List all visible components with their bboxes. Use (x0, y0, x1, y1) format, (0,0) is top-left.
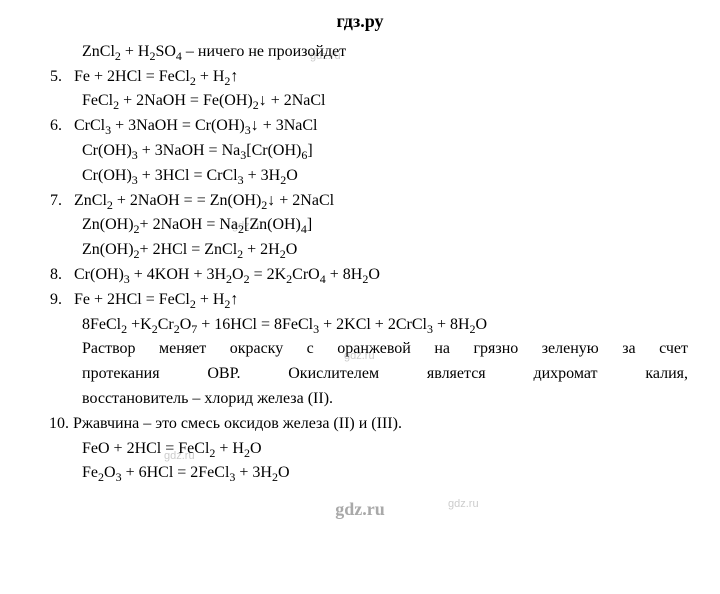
numbered-line: 6.CrCl3 + 3NaOH = Cr(OH)3↓ + 3NaCl (50, 114, 692, 139)
equation-line: 8FeCl2 +K2Cr2O7 + 16HCl = 8FeCl3 + 2KCl … (82, 313, 692, 338)
numbered-line: 9.Fe + 2HCl = FeCl2 + H2↑ (50, 288, 692, 313)
item-number: 6. (50, 114, 74, 139)
equation-text: Fe + 2HCl = FeCl2 + H2↑ (74, 291, 238, 308)
equation-text: ZnCl2 + 2NaOH = = Zn(OH)2↓ + 2NaCl (74, 192, 334, 209)
paragraph-line: восстановитель – хлорид железа (II). (82, 387, 688, 412)
item-number: 10. (49, 412, 73, 437)
equation-line: FeCl2 + 2NaOH = Fe(OH)2↓ + 2NaCl (82, 89, 692, 114)
item-number: 8. (50, 263, 74, 288)
item-number: 5. (50, 65, 74, 90)
numbered-line: 10.Ржавчина – это смесь оксидов железа (… (50, 412, 692, 437)
page-header: гдз.ру (28, 8, 692, 36)
numbered-line: 5.Fe + 2HCl = FeCl2 + H2↑ (50, 65, 692, 90)
item-number: 9. (50, 288, 74, 313)
equation-text: Fe + 2HCl = FeCl2 + H2↑ (74, 68, 238, 85)
paragraph-line: Раствор меняет окраску с оранжевой на гр… (82, 337, 688, 362)
equation-line: Fe2O3 + 6HCl = 2FeCl3 + 3H2O (82, 461, 692, 486)
numbered-line: 7.ZnCl2 + 2NaOH = = Zn(OH)2↓ + 2NaCl (50, 189, 692, 214)
equation-text: CrCl3 + 3NaOH = Cr(OH)3↓ + 3NaCl (74, 117, 318, 134)
numbered-line: 8.Cr(OH)3 + 4KOH + 3H2O2 = 2K2CrO4 + 8H2… (50, 263, 692, 288)
equation-line: Cr(OH)3 + 3NaOH = Na3[Cr(OH)6] (82, 139, 692, 164)
content-body: ZnCl2 + H2SO4 – ничего не произойдет5.Fe… (28, 40, 692, 486)
equation-line: Zn(OH)2+ 2HCl = ZnCl2 + 2H2O (82, 238, 692, 263)
page-footer: gdz.ru (28, 496, 692, 524)
equation-text: Ржавчина – это смесь оксидов железа (II)… (73, 415, 402, 432)
equation-line: ZnCl2 + H2SO4 – ничего не произойдет (82, 40, 692, 65)
equation-text: Cr(OH)3 + 4KOH + 3H2O2 = 2K2CrO4 + 8H2O (74, 266, 380, 283)
equation-line: Zn(OH)2+ 2NaOH = Na2[Zn(OH)4] (82, 213, 692, 238)
item-number: 7. (50, 189, 74, 214)
equation-line: Cr(OH)3 + 3HCl = CrCl3 + 3H2O (82, 164, 692, 189)
equation-line: FeO + 2HCl = FeCl2 + H2O (82, 437, 692, 462)
paragraph-line: протекания ОВР. Окислителем является дих… (82, 362, 688, 387)
